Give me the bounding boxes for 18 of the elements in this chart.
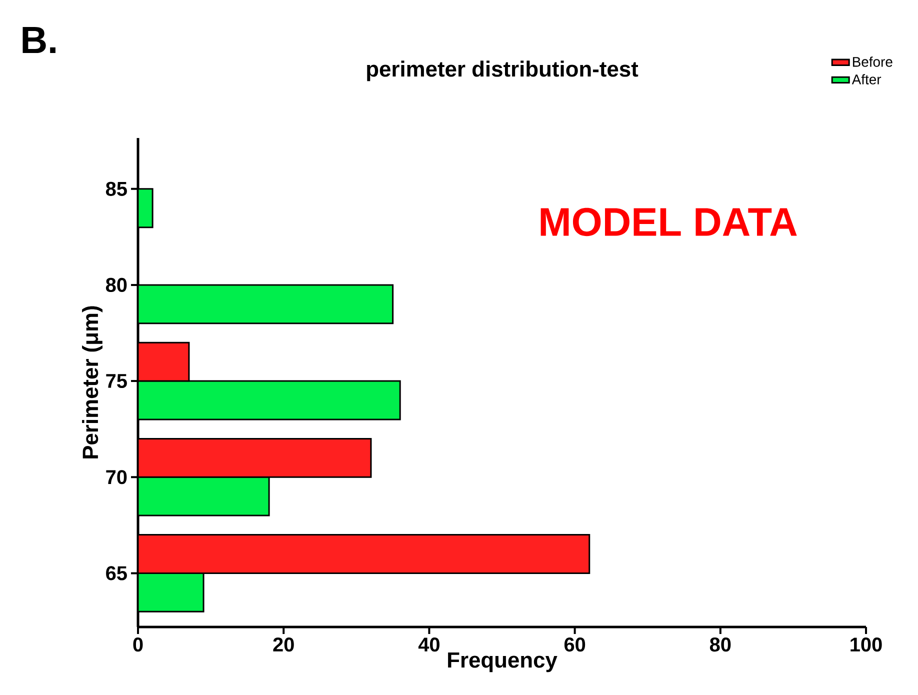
x-axis-title: Frequency [448,652,558,672]
legend-label: After [852,74,882,84]
y-tick-label: 80 [106,278,127,292]
x-tick-label: 100 [850,638,882,652]
chart-title: perimeter distribution-test [367,60,638,82]
y-axis-title: Perimeter (μm) [82,306,102,458]
y-tick-label: 85 [106,182,127,196]
x-tick-label: 80 [710,638,731,652]
legend-label: Before [852,56,892,67]
x-tick-label: 20 [273,638,294,652]
annotation: MODEL DATA [540,208,797,236]
y-tick-label: 70 [106,470,127,484]
y-tick-label: 75 [106,374,127,388]
y-tick-label: 65 [106,566,127,580]
x-tick-label: 0 [133,638,143,652]
text: B. [22,26,56,54]
x-tick-label: 40 [418,638,440,652]
x-tick-label: 60 [564,638,586,652]
